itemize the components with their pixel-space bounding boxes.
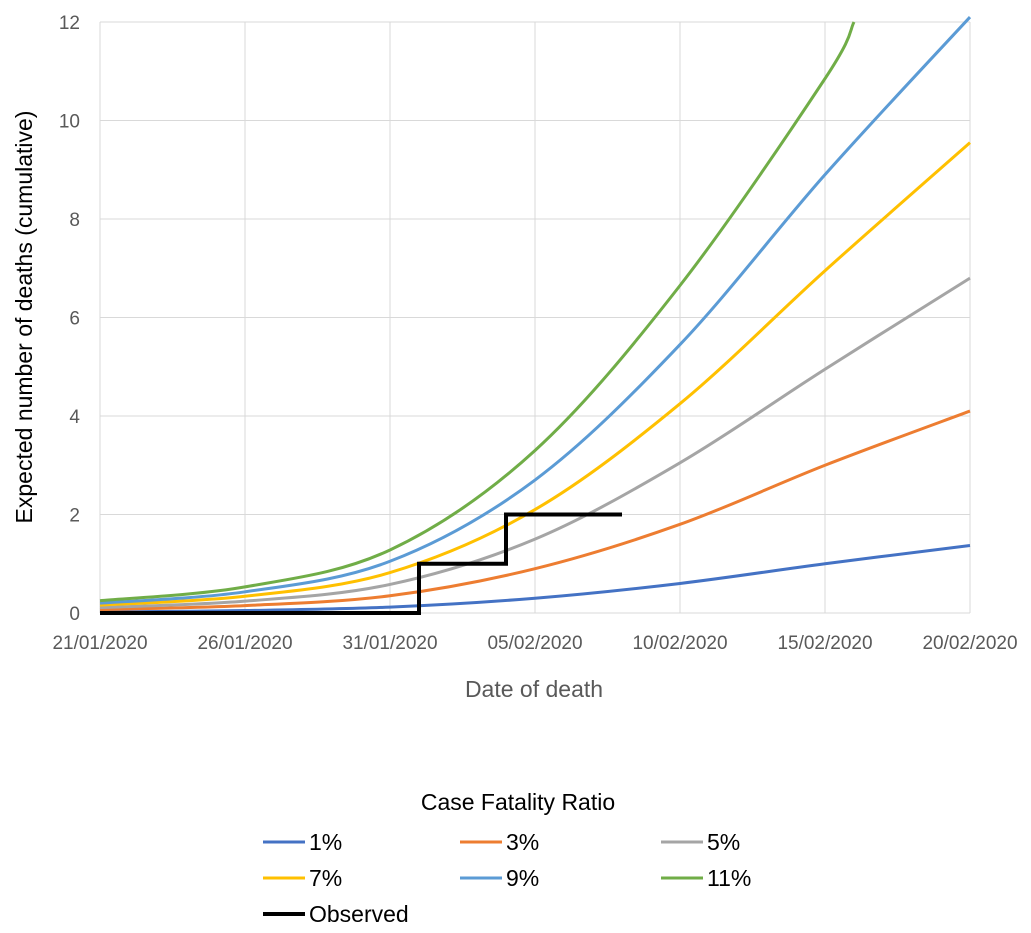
legend-item: 9% <box>460 865 539 891</box>
legend-title: Case Fatality Ratio <box>421 789 615 815</box>
x-tick-label: 31/01/2020 <box>342 633 437 654</box>
legend-item: 1% <box>263 829 342 855</box>
y-tick-label: 12 <box>59 13 80 34</box>
x-tick-label: 05/02/2020 <box>487 633 582 654</box>
y-tick-label: 6 <box>69 309 80 330</box>
legend-label: 5% <box>707 829 740 855</box>
legend: 1% 3% 5% 7% 9% 11% Observed <box>263 829 751 927</box>
y-tick-label: 4 <box>69 407 80 428</box>
series-line-observed <box>100 512 622 615</box>
x-tick-labels: 21/01/2020 26/01/2020 31/01/2020 05/02/2020… <box>52 633 1017 654</box>
legend-label: 3% <box>506 829 539 855</box>
x-tick-label: 20/02/2020 <box>922 633 1017 654</box>
x-tick-label: 26/01/2020 <box>197 633 292 654</box>
y-tick-label: 2 <box>69 506 80 527</box>
series-line-cfr-5 <box>99 21 856 603</box>
legend-label: 1% <box>309 829 342 855</box>
x-tick-label: 10/02/2020 <box>632 633 727 654</box>
legend-label: 7% <box>309 865 342 891</box>
legend-item: 5% <box>661 829 740 855</box>
legend-label: 9% <box>506 865 539 891</box>
y-axis-title: Expected number of deaths (cumulative) <box>11 111 37 524</box>
x-tick-label: 21/01/2020 <box>52 633 147 654</box>
x-axis-title: Date of death <box>465 676 603 702</box>
y-tick-labels: 0 2 4 6 8 10 12 <box>59 13 81 625</box>
y-tick-label: 10 <box>59 112 80 133</box>
legend-item: 11% <box>661 865 751 891</box>
legend-item: Observed <box>263 901 409 927</box>
y-tick-label: 0 <box>69 604 80 625</box>
x-tick-label: 15/02/2020 <box>777 633 872 654</box>
legend-item: 3% <box>460 829 539 855</box>
legend-item: 7% <box>263 865 342 891</box>
series-line-cfr-2 <box>99 276 971 610</box>
legend-label: Observed <box>309 901 409 927</box>
series-line-cfr-3 <box>99 141 971 607</box>
series-lines <box>99 16 972 615</box>
grid <box>99 21 971 614</box>
legend-label: 11% <box>707 865 751 891</box>
y-tick-label: 8 <box>69 210 80 231</box>
series-line-cfr-0 <box>99 544 971 614</box>
series-line-cfr-1 <box>99 409 971 612</box>
series-line-cfr-4 <box>99 16 972 605</box>
